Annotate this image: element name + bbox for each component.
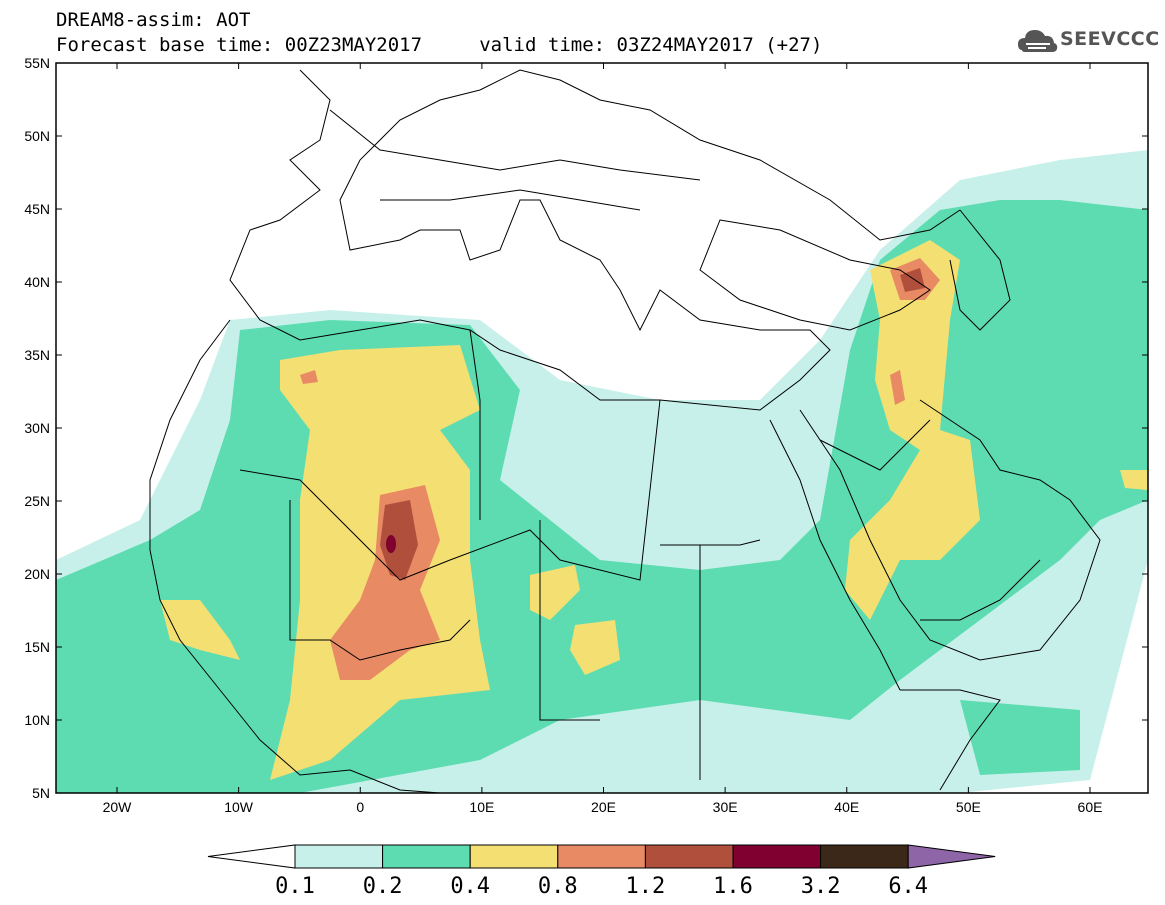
colorbar-max-arrow <box>907 844 996 869</box>
colorbar-swatch <box>644 844 734 869</box>
colorbar-label: 0.1 <box>275 874 315 899</box>
lat-label: 5N <box>32 785 50 801</box>
colorbar-label: 3.2 <box>801 874 841 899</box>
lon-label: 0 <box>356 799 364 815</box>
aot-contour-fill <box>56 150 1148 793</box>
colorbar-swatch <box>294 844 384 869</box>
colorbar-swatch <box>469 844 559 869</box>
map-title: DREAM8-assim: AOT <box>56 9 251 31</box>
lon-label: 50E <box>956 799 981 815</box>
lat-label: 45N <box>24 201 50 217</box>
lon-label: 20E <box>591 799 616 815</box>
colorbar-label: 0.4 <box>450 874 490 899</box>
cloud-logo-icon <box>1018 30 1058 52</box>
lon-label: 10E <box>469 799 494 815</box>
colorbar-label: 0.8 <box>538 874 578 899</box>
lat-label: 35N <box>24 347 50 363</box>
lon-label: 10W <box>224 799 254 815</box>
colorbar-swatch <box>820 844 909 869</box>
lon-label: 40E <box>834 799 859 815</box>
colorbar-label: 0.2 <box>363 874 403 899</box>
lat-label: 50N <box>24 128 50 144</box>
lon-label: 30E <box>713 799 738 815</box>
colorbar-swatch <box>557 844 646 869</box>
lon-axis: 20W 10W 0 10E 20E 30E 40E 50E 60E <box>103 63 1103 815</box>
colorbar-swatch <box>382 844 471 869</box>
colorbar-label: 6.4 <box>888 874 928 899</box>
lat-label: 40N <box>24 274 50 290</box>
colorbar-label: 1.6 <box>713 874 753 899</box>
colorbar-min-arrow <box>207 844 296 869</box>
lon-label: 60E <box>1078 799 1103 815</box>
lat-label: 55N <box>24 55 50 71</box>
lon-label: 20W <box>103 799 133 815</box>
lat-label: 25N <box>24 493 50 509</box>
colorbar-label: 1.2 <box>626 874 666 899</box>
lat-label: 15N <box>24 639 50 655</box>
lat-label: 10N <box>24 712 50 728</box>
lat-label: 20N <box>24 566 50 582</box>
lat-axis: 55N 50N 45N 40N 35N 30N 25N 20N 15N 10N 5N <box>24 55 1148 801</box>
coastlines-borders <box>149 69 1101 793</box>
colorbar-swatch <box>732 844 822 869</box>
logo-text: SEEVCCC <box>1060 28 1160 50</box>
forecast-time-line: Forecast base time: 00Z23MAY2017 valid t… <box>56 34 823 56</box>
lat-label: 30N <box>24 420 50 436</box>
